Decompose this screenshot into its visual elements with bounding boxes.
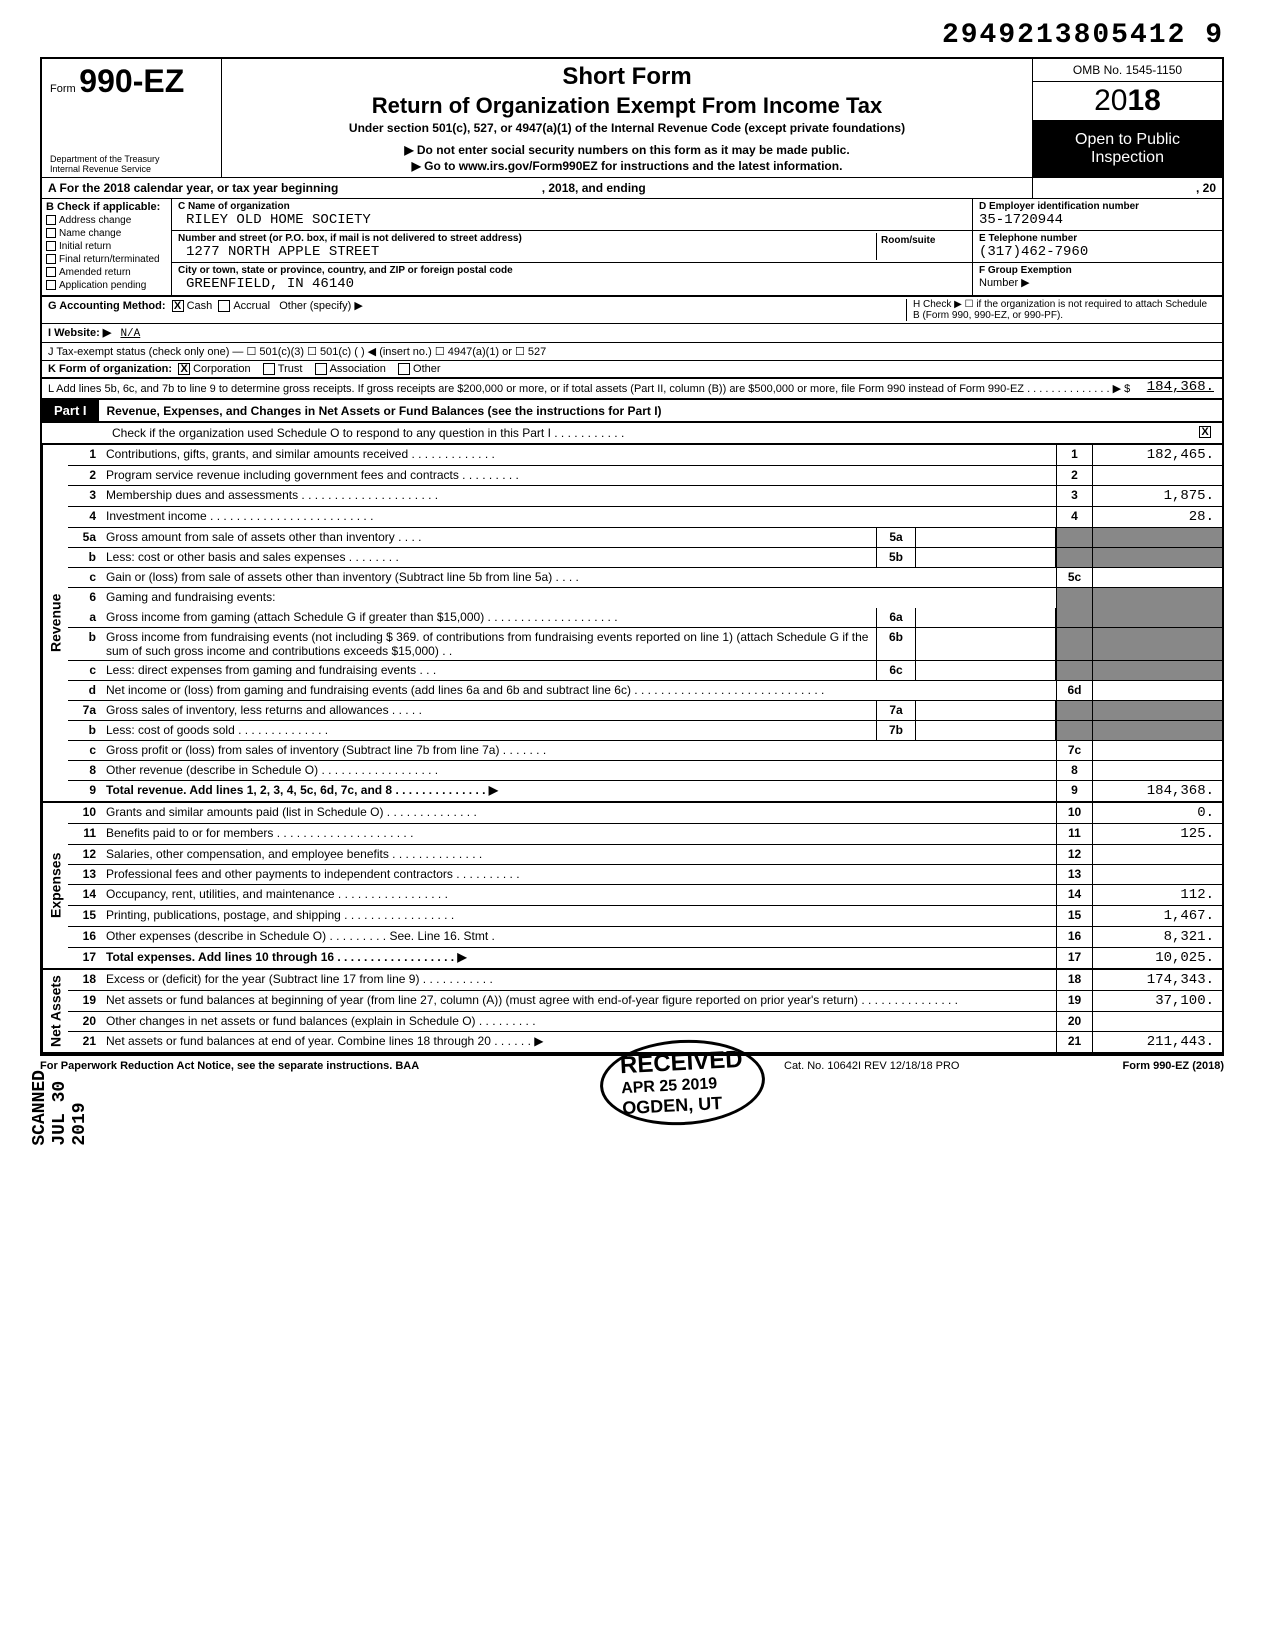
ein-value: 35-1720944 (979, 212, 1216, 228)
chk-corporation[interactable]: X (178, 363, 190, 375)
group-exemption-label: F Group Exemption (979, 265, 1216, 276)
col-b-checkboxes: B Check if applicable: Address change Na… (42, 199, 172, 295)
line-7c-value (1092, 741, 1222, 760)
omb-number: OMB No. 1545-1150 (1033, 59, 1222, 82)
line-9-value: 184,368. (1092, 781, 1222, 801)
org-info-grid: B Check if applicable: Address change Na… (40, 199, 1224, 297)
chk-cash[interactable]: X (172, 300, 184, 312)
short-form-title: Short Form (232, 63, 1022, 91)
open-public-badge: Open to Public Inspection (1033, 121, 1222, 177)
org-city: GREENFIELD, IN 46140 (186, 276, 966, 292)
schedule-o-check: Check if the organization used Schedule … (40, 423, 1224, 445)
org-name: RILEY OLD HOME SOCIETY (186, 212, 966, 228)
footer-right: Form 990-EZ (2018) (1044, 1060, 1224, 1072)
chk-initial-return[interactable] (46, 241, 56, 251)
footer-center: Cat. No. 10642I REV 12/18/18 PRO (784, 1060, 1044, 1072)
revenue-section: Revenue 1Contributions, gifts, grants, a… (40, 445, 1224, 803)
line-18-value: 174,343. (1092, 970, 1222, 990)
line-16-value: 8,321. (1092, 927, 1222, 947)
line-1-value: 182,465. (1092, 445, 1222, 465)
chk-address-change[interactable] (46, 215, 56, 225)
line-19-value: 37,100. (1092, 991, 1222, 1011)
line-6d-value (1092, 681, 1222, 700)
rows-g-through-k: G Accounting Method: XCash Accrual Other… (40, 297, 1224, 379)
chk-app-pending[interactable] (46, 280, 56, 290)
line-11-value: 125. (1092, 824, 1222, 844)
footer: For Paperwork Reduction Act Notice, see … (40, 1054, 1224, 1072)
chk-accrual[interactable] (218, 300, 230, 312)
line-14-value: 112. (1092, 885, 1222, 905)
tel-value: (317)462-7960 (979, 244, 1216, 260)
group-number-label: Number ▶ (979, 276, 1216, 289)
line-2-value (1092, 466, 1222, 485)
form-header: Form 990-EZ Department of the Treasury I… (40, 57, 1224, 177)
line-17-value: 10,025. (1092, 948, 1222, 968)
chk-name-change[interactable] (46, 228, 56, 238)
ein-label: D Employer identification number (979, 201, 1216, 212)
row-h: H Check ▶ ☐ if the organization is not r… (906, 299, 1216, 321)
row-j-tax-status: J Tax-exempt status (check only one) — ☐… (48, 345, 1216, 358)
line-10-value: 0. (1092, 803, 1222, 823)
line-l: L Add lines 5b, 6c, and 7b to line 9 to … (40, 379, 1224, 400)
dept-irs: Internal Revenue Service (50, 165, 160, 175)
website-value: N/A (120, 328, 140, 340)
chk-association[interactable] (315, 363, 327, 375)
part-1-header: Part I Revenue, Expenses, and Changes in… (40, 400, 1224, 423)
revenue-side-label: Revenue (42, 445, 68, 801)
col-d-ids: D Employer identification number 35-1720… (972, 199, 1222, 295)
tax-year: 2018 (1033, 82, 1222, 121)
expenses-section: Expenses 10Grants and similar amounts pa… (40, 803, 1224, 970)
part-1-title: Revenue, Expenses, and Changes in Net As… (99, 401, 1222, 421)
chk-amended[interactable] (46, 267, 56, 277)
part-1-label: Part I (42, 400, 99, 421)
under-section: Under section 501(c), 527, or 4947(a)(1)… (232, 121, 1022, 135)
line-12-value (1092, 845, 1222, 864)
line-20-value (1092, 1012, 1222, 1031)
line-8-value (1092, 761, 1222, 780)
line-13-value (1092, 865, 1222, 884)
right-meta-box: OMB No. 1545-1150 2018 Open to Public In… (1032, 59, 1222, 177)
document-id: 2949213805412 9 (40, 20, 1224, 51)
footer-left: For Paperwork Reduction Act Notice, see … (40, 1060, 784, 1072)
expenses-side-label: Expenses (42, 803, 68, 968)
chk-other-org[interactable] (398, 363, 410, 375)
goto-url: ▶ Go to www.irs.gov/Form990EZ for instru… (232, 159, 1022, 173)
title-box: Short Form Return of Organization Exempt… (222, 59, 1032, 177)
chk-final-return[interactable] (46, 254, 56, 264)
net-assets-side-label: Net Assets (42, 970, 68, 1052)
return-title: Return of Organization Exempt From Incom… (232, 93, 1022, 119)
line-3-value: 1,875. (1092, 486, 1222, 506)
form-number-box: Form 990-EZ Department of the Treasury I… (42, 59, 222, 177)
addr-label: Number and street (or P.O. box, if mail … (178, 233, 876, 244)
row-a-tax-year: A For the 2018 calendar year, or tax yea… (40, 177, 1224, 199)
org-address: 1277 NORTH APPLE STREET (186, 244, 876, 260)
form-number: 990-EZ (79, 63, 184, 99)
scanned-stamp: SCANNED JUL 30 2019 (30, 1070, 90, 1146)
net-assets-section: Net Assets 18Excess or (deficit) for the… (40, 970, 1224, 1054)
do-not-enter: ▶ Do not enter social security numbers o… (232, 143, 1022, 157)
chk-schedule-o[interactable]: X (1199, 426, 1211, 438)
org-name-label: C Name of organization (178, 201, 966, 212)
line-21-value: 211,443. (1092, 1032, 1222, 1052)
line-5c-value (1092, 568, 1222, 587)
col-c-org: C Name of organization RILEY OLD HOME SO… (172, 199, 972, 295)
tel-label: E Telephone number (979, 233, 1216, 244)
room-suite-label: Room/suite (876, 233, 966, 260)
form-prefix: Form (50, 83, 76, 95)
city-label: City or town, state or province, country… (178, 265, 966, 276)
line-l-amount: 184,368. (1147, 379, 1214, 395)
line-4-value: 28. (1092, 507, 1222, 527)
line-15-value: 1,467. (1092, 906, 1222, 926)
chk-trust[interactable] (263, 363, 275, 375)
